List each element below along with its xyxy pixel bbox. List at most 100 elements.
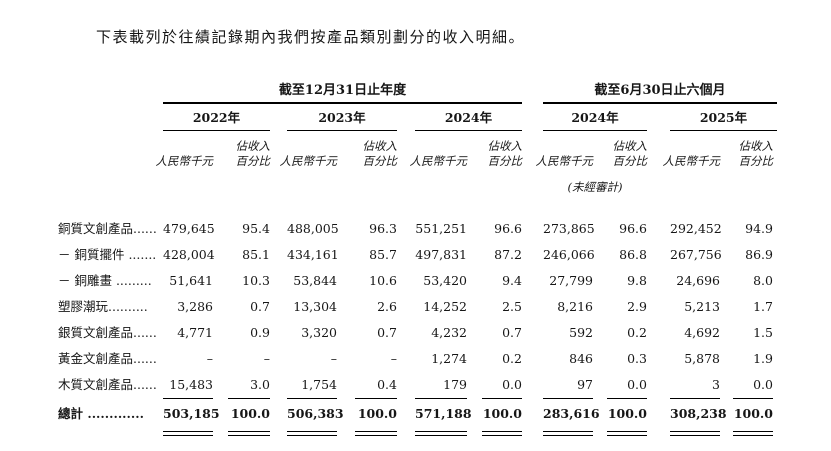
cell-value: 1.7 — [753, 299, 773, 314]
cell-value: 4,692 — [684, 325, 720, 340]
cell-value: 571,188 — [415, 406, 472, 421]
double-rule — [733, 431, 773, 436]
double-rule — [163, 431, 213, 436]
double-rule — [482, 431, 522, 436]
table-body: 銅質文創產品...... 479,645 95.4 488,005 96.3 551,25… — [58, 216, 777, 436]
double-rule — [543, 431, 593, 436]
cell-value: 0.0 — [607, 372, 647, 399]
cell-value: 0.4 — [355, 372, 397, 399]
cell-value: 551,251 — [415, 221, 467, 236]
amount-unit-header: 人民幣千元 — [155, 154, 214, 168]
cell-value: 85.7 — [369, 247, 397, 262]
row-label: 總計 ............. — [58, 406, 144, 421]
cell-value: 9.8 — [627, 273, 647, 288]
cell-value: 8,216 — [557, 299, 593, 314]
cell-value: 53,844 — [293, 273, 337, 288]
cell-value: 273,865 — [543, 221, 595, 236]
cell-value: 246,066 — [543, 247, 595, 262]
table-row: 塑膠潮玩.......... 3,286 0.7 13,304 2.6 14,252 2.5… — [58, 294, 777, 320]
cell-value: 1.9 — [753, 351, 773, 366]
cell-value: 3,286 — [177, 299, 213, 314]
cell-value: – — [390, 351, 397, 366]
cell-value: 4,232 — [431, 325, 467, 340]
group-header-annual: 截至12月31日止年度 — [163, 80, 522, 104]
cell-value: 283,616 — [543, 406, 600, 421]
cell-value: 96.3 — [369, 221, 397, 236]
year-header: 2023年 — [287, 106, 397, 131]
year-header: 2024年 — [415, 106, 522, 131]
cell-value: 53,420 — [423, 273, 467, 288]
cell-value: 0.2 — [627, 325, 647, 340]
group-header-interim: 截至6月30日止六個月 — [543, 80, 777, 104]
row-label: 銅質文創產品...... — [58, 221, 157, 236]
cell-value: 0.2 — [502, 351, 522, 366]
cell-value: 506,383 — [287, 406, 344, 421]
cell-value: 503,185 — [163, 406, 220, 421]
cell-value: 96.6 — [494, 221, 522, 236]
cell-value: – — [263, 351, 270, 366]
table-row: － 銅雕畫 ......... 51,641 10.3 53,844 10.6 53,42… — [58, 268, 777, 294]
table-row: 黃金文創產品...... – – – – 1,274 0.2 846 0.3 5,878 1.9 — [58, 346, 777, 372]
cell-value: 0.7 — [502, 325, 522, 340]
cell-value: 497,831 — [415, 247, 467, 262]
row-label: 銀質文創產品...... — [58, 325, 157, 340]
cell-value: 2.5 — [502, 299, 522, 314]
amount-unit-header: 人民幣千元 — [279, 154, 338, 168]
cell-value: 5,878 — [684, 351, 720, 366]
cell-value: 3 — [670, 372, 720, 399]
cell-value: 24,696 — [676, 273, 720, 288]
cell-value: 4,771 — [177, 325, 213, 340]
cell-value: 267,756 — [670, 247, 722, 262]
cell-value: 2.9 — [627, 299, 647, 314]
pct-header: 佔收入 百分比 — [487, 139, 523, 168]
cell-value: 0.7 — [377, 325, 397, 340]
cell-value: 2.6 — [377, 299, 397, 314]
cell-value: 0.9 — [250, 325, 270, 340]
row-label: 木質文創產品...... — [58, 377, 157, 392]
double-rule — [607, 431, 647, 436]
double-rule — [355, 431, 397, 436]
cell-value: 1.5 — [753, 325, 773, 340]
cell-value: 51,641 — [169, 273, 213, 288]
cell-value: 86.8 — [619, 247, 647, 262]
cell-value: 846 — [569, 351, 593, 366]
amount-unit-header: 人民幣千元 — [662, 154, 721, 168]
cell-value: 10.6 — [369, 273, 397, 288]
cell-value: 0.0 — [733, 372, 773, 399]
cell-value: 5,213 — [684, 299, 720, 314]
cell-value: 0.7 — [250, 299, 270, 314]
cell-value: 96.6 — [619, 221, 647, 236]
cell-value: 13,304 — [293, 299, 337, 314]
year-header: 2025年 — [670, 106, 777, 131]
cell-value: 95.4 — [242, 221, 270, 236]
double-rule-row — [58, 431, 777, 436]
pct-header: 佔收入 百分比 — [738, 139, 774, 168]
row-label: 黃金文創產品...... — [58, 351, 157, 366]
cell-value: 0.3 — [627, 351, 647, 366]
double-rule — [287, 431, 337, 436]
revenue-table: 截至12月31日止年度 截至6月30日止六個月 2022年 2023年 2024… — [58, 80, 777, 436]
cell-value: 97 — [543, 372, 593, 399]
cell-value: 428,004 — [163, 247, 215, 262]
cell-value: 9.4 — [502, 273, 522, 288]
cell-value: 100.0 — [357, 406, 397, 421]
year-header: 2022年 — [163, 106, 270, 131]
cell-value: 8.0 — [753, 273, 773, 288]
double-rule — [415, 431, 467, 436]
cell-value: – — [330, 351, 337, 366]
cell-value: 85.1 — [242, 247, 270, 262]
cell-value: 1,754 — [287, 372, 337, 399]
cell-value: 3,320 — [301, 325, 337, 340]
row-label: － 銅質擺件 ....... — [58, 247, 157, 262]
cell-value: 10.3 — [242, 273, 270, 288]
table-row: － 銅質擺件 ....... 428,004 85.1 434,161 85.7 497,… — [58, 242, 777, 268]
table-row: 木質文創產品...... 15,483 3.0 1,754 0.4 179 0.0 97 0.0… — [58, 372, 777, 399]
cell-value: 94.9 — [745, 221, 773, 236]
cell-value: 100.0 — [733, 406, 773, 421]
row-label: 塑膠潮玩.......... — [58, 299, 148, 314]
cell-value: 592 — [569, 325, 593, 340]
unaudited-note-row: (未經審計) — [58, 179, 777, 195]
row-label: － 銅雕畫 ......... — [58, 273, 152, 288]
cell-value: 479,645 — [163, 221, 215, 236]
table-row: 銀質文創產品...... 4,771 0.9 3,320 0.7 4,232 0.7 592 0… — [58, 320, 777, 346]
